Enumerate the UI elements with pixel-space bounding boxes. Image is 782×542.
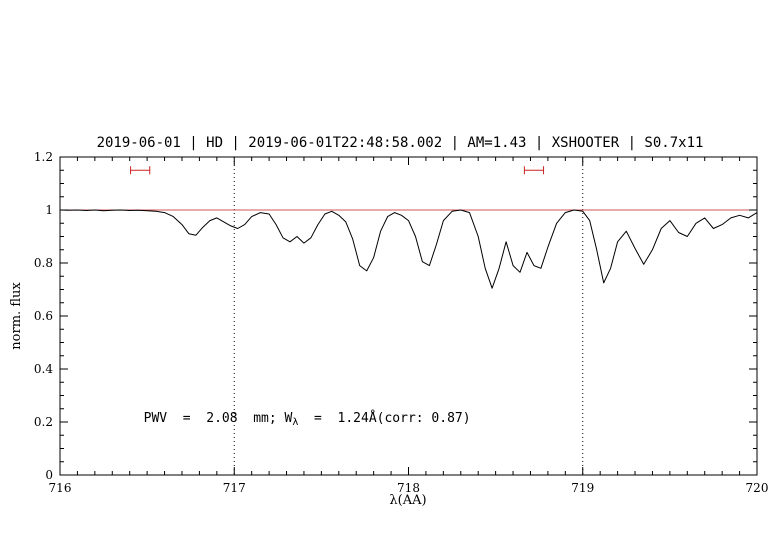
y-tick-label: 0 (45, 468, 53, 482)
tick-labels: 716 717 718 719 720 0 0.2 0.4 0.6 0.8 1 1.2 (34, 150, 769, 495)
range-marker (523, 166, 545, 175)
range-marker (130, 166, 151, 175)
range-markers (130, 166, 545, 175)
x-tick-label: 719 (571, 481, 594, 495)
y-tick-label: 0.6 (34, 309, 53, 323)
y-tick-label: 0.8 (34, 256, 53, 270)
y-axis-label: norm. flux (9, 282, 24, 350)
y-tick-label: 0.2 (34, 415, 53, 429)
annotation-sub: λ (292, 417, 298, 428)
annotation-post: = 1.24Å(corr: 0.87) (298, 410, 470, 426)
axes (59, 156, 758, 476)
plot-title: 2019-06-01 | HD | 2019-06-01T22:48:58.00… (97, 135, 704, 151)
axes-box (59, 156, 758, 476)
x-axis-label: λ(AA) (389, 493, 426, 508)
x-tick-label: 716 (49, 481, 72, 495)
x-tick-label: 718 (397, 481, 420, 495)
y-tick-label: 0.4 (34, 362, 53, 376)
x-tick-label: 720 (746, 481, 769, 495)
x-tick-label: 717 (223, 481, 246, 495)
y-tick-label: 1 (45, 203, 53, 217)
guide-lines (233, 157, 584, 475)
pwv-annotation: PWV = 2.08 mm; Wλ = 1.24Å(corr: 0.87) (144, 410, 471, 428)
y-tick-label: 1.2 (34, 150, 53, 164)
spectrum-line (59, 209, 758, 289)
annotation-pre: PWV = 2.08 mm; W (144, 411, 293, 426)
